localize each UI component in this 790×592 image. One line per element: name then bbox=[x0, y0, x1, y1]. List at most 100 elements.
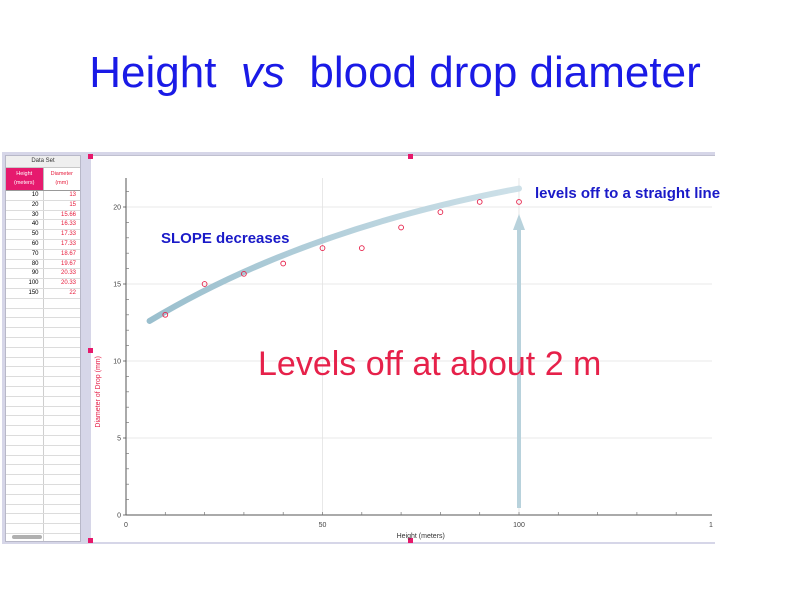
diameter-cell[interactable] bbox=[42, 514, 81, 524]
diameter-cell[interactable] bbox=[42, 318, 81, 328]
table-row[interactable] bbox=[6, 455, 81, 466]
height-cell[interactable]: 30 bbox=[31, 211, 39, 218]
x-tick-label: 0 bbox=[124, 522, 128, 529]
table-row[interactable] bbox=[6, 524, 80, 534]
height-cell[interactable]: 90 bbox=[31, 270, 39, 277]
diameter-cell[interactable]: 15.66 bbox=[42, 210, 81, 220]
table-row[interactable] bbox=[6, 494, 81, 505]
diameter-cell[interactable] bbox=[42, 475, 81, 484]
table-row[interactable] bbox=[6, 318, 81, 329]
diameter-cell[interactable] bbox=[42, 533, 81, 541]
diameter-cell[interactable] bbox=[42, 357, 81, 367]
diameter-column-header[interactable]: Diameter (mm) bbox=[42, 168, 81, 190]
table-row[interactable] bbox=[6, 396, 81, 407]
table-row[interactable] bbox=[6, 416, 81, 427]
height-cell[interactable]: 40 bbox=[31, 221, 39, 228]
table-row[interactable]: 150 22 bbox=[6, 288, 81, 299]
table-row[interactable] bbox=[6, 367, 81, 378]
resize-handle[interactable] bbox=[408, 538, 413, 543]
diameter-cell[interactable]: 16.33 bbox=[42, 220, 81, 230]
height-cell[interactable]: 70 bbox=[31, 250, 39, 257]
diameter-cell[interactable] bbox=[42, 337, 81, 347]
table-row[interactable] bbox=[6, 337, 81, 348]
title-height: Height bbox=[89, 48, 217, 97]
diameter-cell[interactable] bbox=[42, 435, 81, 445]
diameter-cell[interactable] bbox=[42, 484, 81, 494]
diameter-cell[interactable]: 20.33 bbox=[42, 279, 81, 288]
diameter-cell[interactable]: 13 bbox=[42, 191, 81, 200]
height-cell[interactable]: 100 bbox=[28, 280, 39, 287]
table-row[interactable] bbox=[6, 347, 81, 358]
horizontal-scrollbar[interactable] bbox=[12, 535, 42, 539]
height-cell[interactable]: 60 bbox=[31, 240, 39, 247]
diameter-cell[interactable] bbox=[42, 386, 81, 396]
diameter-cell[interactable]: 20.33 bbox=[42, 269, 81, 279]
table-row[interactable] bbox=[6, 475, 80, 485]
diameter-cell[interactable] bbox=[42, 328, 81, 337]
diameter-cell[interactable] bbox=[42, 504, 81, 514]
table-row[interactable]: 100 20.33 bbox=[6, 279, 80, 289]
diameter-cell[interactable] bbox=[42, 416, 81, 426]
height-cell[interactable]: 50 bbox=[31, 231, 39, 238]
table-row[interactable] bbox=[6, 435, 81, 446]
diameter-cell[interactable]: 19.67 bbox=[42, 259, 81, 269]
table-row[interactable] bbox=[6, 426, 80, 436]
diameter-cell[interactable] bbox=[42, 347, 81, 357]
height-column-header[interactable]: Height (meters) bbox=[6, 168, 43, 190]
diameter-cell[interactable] bbox=[42, 524, 81, 533]
table-row[interactable]: 50 17.33 bbox=[6, 230, 80, 240]
table-row[interactable] bbox=[6, 386, 81, 397]
table-row[interactable] bbox=[6, 377, 80, 387]
height-cell[interactable]: 80 bbox=[31, 260, 39, 267]
height-cell[interactable]: 10 bbox=[31, 192, 39, 198]
resize-handle[interactable] bbox=[88, 538, 93, 543]
table-row[interactable]: 30 15.66 bbox=[6, 210, 81, 221]
diameter-cell[interactable]: 18.67 bbox=[42, 249, 81, 259]
table-row[interactable] bbox=[6, 308, 81, 319]
table-row[interactable] bbox=[6, 484, 81, 495]
table-row[interactable] bbox=[6, 357, 81, 368]
table-row[interactable] bbox=[6, 465, 81, 476]
table-row[interactable]: 60 17.33 bbox=[6, 239, 81, 250]
diameter-cell[interactable] bbox=[42, 298, 81, 308]
table-row[interactable] bbox=[6, 328, 80, 338]
resize-handle[interactable] bbox=[408, 154, 413, 159]
diameter-cell[interactable] bbox=[42, 465, 81, 475]
diameter-cell[interactable] bbox=[42, 308, 81, 318]
diameter-cell[interactable] bbox=[42, 455, 81, 465]
table-header: Height (meters) Diameter (mm) bbox=[6, 168, 80, 191]
table-row[interactable]: 70 18.67 bbox=[6, 249, 81, 260]
table-row[interactable] bbox=[6, 504, 81, 515]
table-row[interactable] bbox=[6, 514, 81, 525]
table-row[interactable] bbox=[6, 298, 81, 309]
table-row[interactable] bbox=[6, 533, 81, 541]
table-row[interactable]: 80 19.67 bbox=[6, 259, 81, 270]
table-row[interactable]: 40 16.33 bbox=[6, 220, 81, 231]
diameter-cell[interactable] bbox=[42, 396, 81, 406]
diameter-cell[interactable] bbox=[42, 367, 81, 377]
table-row[interactable] bbox=[6, 406, 81, 417]
table-row[interactable]: 90 20.33 bbox=[6, 269, 81, 280]
table-row[interactable]: 10 13 bbox=[6, 191, 80, 201]
data-point bbox=[319, 245, 326, 251]
diameter-cell[interactable]: 17.33 bbox=[42, 230, 81, 239]
diameter-cell[interactable] bbox=[42, 426, 81, 435]
diameter-cell[interactable] bbox=[42, 406, 81, 416]
data-point bbox=[437, 209, 444, 215]
diameter-cell[interactable] bbox=[42, 494, 81, 504]
diameter-cell[interactable]: 22 bbox=[42, 288, 81, 298]
diameter-cell[interactable]: 17.33 bbox=[42, 239, 81, 249]
data-point bbox=[398, 224, 404, 231]
data-point bbox=[516, 199, 522, 205]
data-point bbox=[476, 199, 483, 205]
resize-handle[interactable] bbox=[88, 154, 93, 159]
diameter-cell[interactable]: 15 bbox=[42, 200, 81, 210]
height-cell[interactable]: 150 bbox=[28, 289, 39, 296]
diameter-cell[interactable] bbox=[42, 377, 81, 386]
diameter-cell[interactable] bbox=[42, 445, 81, 455]
height-cell[interactable]: 20 bbox=[31, 201, 39, 208]
table-row[interactable]: 20 15 bbox=[6, 200, 81, 211]
resize-handle[interactable] bbox=[88, 348, 93, 353]
table-row[interactable] bbox=[6, 445, 81, 456]
